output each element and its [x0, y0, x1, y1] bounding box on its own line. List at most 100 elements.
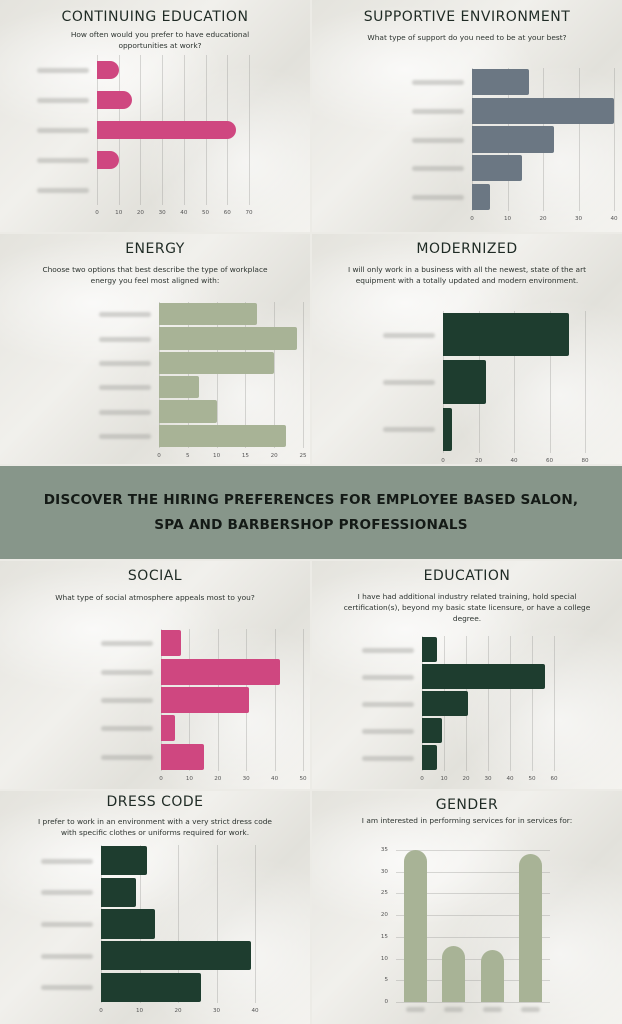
bar	[159, 327, 298, 350]
grid-line	[159, 302, 160, 448]
category-label-blurred	[37, 68, 89, 73]
panel-title: SOCIAL	[127, 568, 183, 584]
grid-line	[578, 68, 580, 211]
chart-gender: 0 5 10 15 20 25 30 35	[381, 847, 550, 1012]
panel-subtitle: I am interested in performing services f…	[361, 816, 573, 825]
x-tick-label: 10	[135, 1008, 144, 1014]
grid-line	[396, 893, 550, 895]
panel-gender: GENDER I am interested in performing ser…	[312, 791, 622, 1024]
x-tick-label: 0	[441, 458, 445, 464]
x-tick-label: 0	[157, 453, 161, 459]
panel-subtitle: Choose two options that best describe th…	[42, 265, 268, 285]
panel-modernized: MODERNIZED I will only work in a busines…	[312, 234, 622, 464]
x-tick-label: 40	[180, 210, 188, 216]
panel-title: MODERNIZED	[416, 241, 518, 257]
y-tick-label: 10	[380, 955, 388, 962]
panel-title: CONTINUING EDUCATION	[61, 9, 249, 25]
panel-title: EDUCATION	[423, 568, 511, 584]
bar	[101, 846, 148, 876]
grid-line	[216, 302, 218, 448]
category-label-blurred	[99, 336, 151, 342]
panel-education: EDUCATION I have had additional industry…	[312, 561, 622, 789]
x-tick-label: 15	[241, 453, 249, 459]
bar	[422, 718, 442, 743]
bar	[159, 400, 217, 423]
panel-subtitle: I prefer to work in an environment with …	[38, 817, 272, 837]
grid-line	[303, 302, 304, 448]
bar	[159, 351, 275, 374]
grid-line	[396, 936, 550, 938]
grid-line	[549, 311, 551, 453]
category-label-blurred	[383, 332, 435, 338]
bar	[422, 691, 469, 716]
grid-line	[510, 636, 511, 771]
category-label-blurred	[482, 1007, 502, 1012]
category-label-blurred	[362, 755, 414, 761]
x-tick-label: 60	[545, 458, 554, 464]
category-label-blurred	[412, 166, 464, 172]
panel-dress-code: DRESS CODE I prefer to work in an enviro…	[0, 791, 310, 1024]
grid-line	[187, 302, 189, 448]
y-tick-label: 0	[384, 999, 388, 1005]
grid-line	[554, 636, 555, 771]
bar	[161, 715, 176, 742]
y-tick-label: 5	[384, 977, 388, 984]
grid-line	[488, 636, 489, 771]
grid-line	[396, 1002, 550, 1003]
panel-supportive-environment: SUPPORTIVE ENVIRONMENT What type of supp…	[312, 0, 622, 232]
category-label-blurred	[41, 858, 93, 864]
bar	[159, 424, 286, 447]
bar	[422, 637, 438, 662]
x-tick-label: 40	[506, 776, 514, 782]
grid-line	[514, 311, 515, 453]
y-tick-label: 15	[380, 933, 388, 940]
category-label-blurred	[41, 953, 93, 959]
panel-title: SUPPORTIVE ENVIRONMENT	[363, 9, 571, 25]
category-label-blurred	[521, 1007, 541, 1012]
x-tick-label: 80	[581, 458, 589, 464]
x-tick-label: 0	[99, 1008, 103, 1014]
bar	[97, 61, 119, 79]
grid-line	[396, 915, 550, 917]
grid-line	[396, 871, 550, 873]
x-tick-label: 50	[528, 776, 536, 782]
category-label-blurred	[99, 312, 151, 318]
category-label-blurred	[99, 385, 151, 391]
bar	[480, 949, 504, 1002]
chart-continuing-education: 0 10 20 30 40 50 60 70	[37, 55, 253, 216]
bar	[161, 743, 204, 770]
x-tick-label: 70	[245, 210, 253, 216]
chart-energy: 0 5 10 15 20 25	[99, 302, 307, 459]
chart-education: 0 10 20 30 40 50 60	[362, 636, 558, 782]
grid-line	[274, 302, 276, 448]
panel-title: DRESS CODE	[106, 794, 204, 810]
grid-line	[396, 980, 550, 982]
grid-line	[245, 302, 247, 448]
x-tick-label: 40	[251, 1008, 259, 1014]
grid-line	[532, 636, 533, 771]
panel-social: SOCIAL What type of social atmosphere ap…	[0, 561, 310, 789]
bar	[161, 658, 281, 685]
x-tick-label: 25	[299, 453, 307, 459]
grid-line	[614, 68, 615, 211]
panel-title: ENERGY	[125, 241, 185, 257]
y-tick-label: 20	[380, 912, 388, 919]
x-tick-label: 30	[484, 776, 492, 782]
x-tick-label: 0	[420, 776, 424, 782]
grid-line	[303, 629, 304, 771]
category-label-blurred	[101, 726, 153, 732]
chart-modernized: 0 20 40 60 80	[383, 311, 589, 464]
panel-continuing-education: CONTINUING EDUCATION How often would you…	[0, 0, 310, 232]
bar	[159, 375, 200, 399]
category-label-blurred	[41, 922, 93, 927]
bar	[422, 664, 546, 689]
bar	[161, 686, 250, 714]
x-tick-label: 0	[95, 210, 99, 216]
bar	[97, 121, 236, 139]
category-label-blurred	[99, 409, 151, 415]
x-tick-label: 30	[242, 776, 250, 782]
category-label-blurred	[37, 128, 89, 133]
bar	[161, 630, 181, 657]
category-label-blurred	[101, 698, 153, 703]
grid-line	[396, 850, 550, 851]
